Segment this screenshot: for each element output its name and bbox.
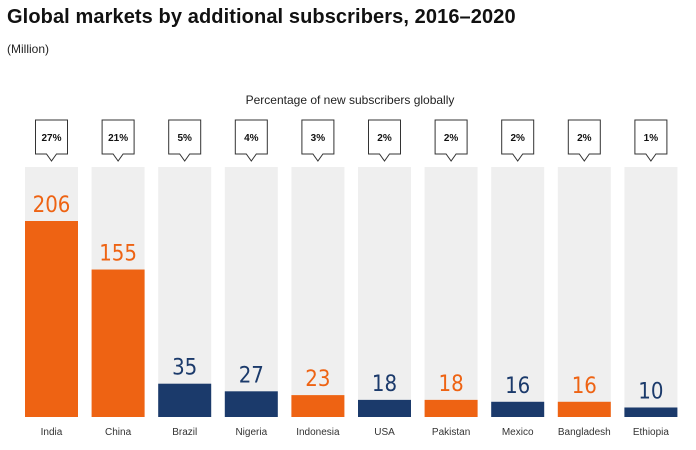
track-mexico (491, 167, 545, 417)
pct-callout-india (35, 119, 68, 162)
value-label-ethiopia: 10 (638, 379, 663, 404)
value-label-indonesia: 23 (305, 367, 330, 392)
pct-callout-pakistan (434, 119, 468, 162)
track-nigeria (224, 167, 278, 417)
category-label-usa: USA (374, 427, 395, 438)
pct-label-ethiopia: 1% (644, 133, 659, 144)
pct-callout-brazil (168, 119, 202, 162)
category-label-brazil: Brazil (172, 427, 197, 438)
category-label-pakistan: Pakistan (432, 427, 470, 438)
chart-subtitle: (Million) (7, 42, 49, 56)
pct-callout-usa (368, 119, 401, 162)
value-label-bangladesh: 16 (572, 374, 597, 399)
bar-bangladesh (557, 401, 611, 417)
bar-brazil (158, 383, 212, 417)
pct-callout-bangladesh (567, 119, 601, 162)
track-indonesia (291, 167, 345, 417)
chart-caption: Percentage of new subscribers globally (246, 93, 455, 107)
pct-label-pakistan: 2% (444, 133, 459, 144)
category-label-china: China (105, 427, 132, 438)
bar-india (25, 221, 78, 417)
pct-label-indonesia: 3% (311, 133, 326, 144)
value-label-pakistan: 18 (439, 372, 464, 397)
bar-mexico (491, 401, 545, 417)
bar-usa (358, 399, 411, 417)
pct-label-mexico: 2% (510, 133, 525, 144)
track-ethiopia (624, 167, 678, 417)
category-label-bangladesh: Bangladesh (558, 427, 611, 438)
bar-china (91, 269, 145, 417)
value-label-china: 155 (99, 242, 137, 267)
bar-pakistan (424, 399, 478, 417)
value-label-mexico: 16 (505, 374, 530, 399)
track-brazil (158, 167, 212, 417)
pct-label-brazil: 5% (177, 133, 192, 144)
pct-callout-indonesia (301, 119, 335, 162)
pct-callout-mexico (501, 119, 535, 162)
pct-label-bangladesh: 2% (577, 133, 592, 144)
value-label-nigeria: 27 (239, 363, 264, 388)
track-pakistan (424, 167, 478, 417)
pct-callout-china (101, 119, 135, 162)
track-bangladesh (557, 167, 611, 417)
track-usa (358, 167, 411, 417)
value-label-usa: 18 (372, 372, 397, 397)
pct-label-india: 27% (41, 133, 61, 144)
bar-indonesia (291, 395, 345, 417)
category-label-nigeria: Nigeria (235, 427, 267, 438)
chart-title: Global markets by additional subscribers… (7, 6, 516, 28)
pct-label-usa: 2% (377, 133, 392, 144)
pct-label-china: 21% (108, 133, 128, 144)
bar-ethiopia (624, 407, 678, 417)
pct-callout-nigeria (234, 119, 268, 162)
value-label-india: 206 (33, 193, 71, 218)
category-label-india: India (41, 427, 63, 438)
pct-callout-ethiopia (634, 119, 668, 162)
category-label-indonesia: Indonesia (296, 427, 340, 438)
pct-label-nigeria: 4% (244, 133, 259, 144)
category-label-ethiopia: Ethiopia (633, 427, 670, 438)
category-label-mexico: Mexico (502, 427, 534, 438)
value-label-brazil: 35 (172, 356, 197, 381)
bar-nigeria (224, 391, 278, 417)
